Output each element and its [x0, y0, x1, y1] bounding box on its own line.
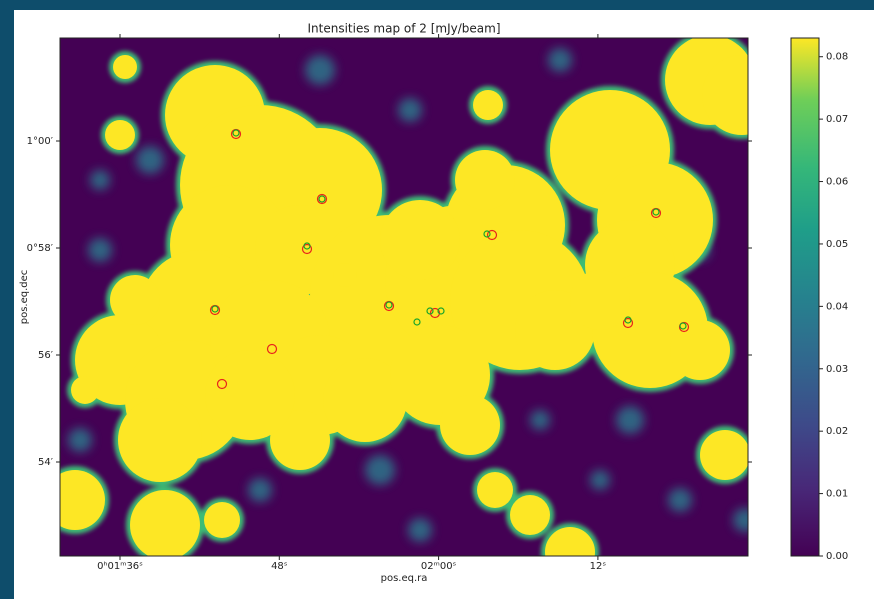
chart-title: Intensities map of 2 [mJy/beam] [308, 22, 501, 36]
faint-blob [668, 488, 692, 512]
faint-blob [408, 518, 432, 542]
blob-core [477, 472, 513, 508]
blob-core [700, 430, 750, 480]
blob-core [510, 495, 550, 535]
colorbar-tick-label: 0.07 [826, 114, 848, 125]
x-axis-label: pos.eq.ra [381, 573, 428, 584]
colorbar-tick-label: 0.05 [826, 239, 848, 250]
blob-core [205, 350, 295, 440]
blob-core [204, 502, 240, 538]
y-tick-label: 54′ [38, 457, 54, 468]
blob-core [440, 395, 500, 455]
blob-core [71, 376, 99, 404]
faint-blob [365, 455, 395, 485]
blob-core [380, 200, 460, 280]
blob-core [110, 275, 160, 325]
x-tick-label: 0ʰ01ᵐ36ˢ [97, 561, 143, 572]
y-tick-label: 1°00′ [27, 136, 54, 147]
blob-core [333, 263, 357, 287]
faint-blob [248, 478, 272, 502]
blob-core [473, 90, 503, 120]
colorbar-tick-label: 0.01 [826, 489, 848, 500]
x-tick-label: 12ˢ [590, 561, 607, 572]
x-tick-label: 02ᵐ00ˢ [421, 561, 457, 572]
faint-blob [88, 238, 112, 262]
faint-blob [90, 170, 110, 190]
blob-core [670, 320, 730, 380]
faint-blob [548, 48, 572, 72]
faint-blob [305, 55, 335, 85]
faint-blob [398, 98, 422, 122]
colorbar-tick-label: 0.03 [826, 364, 848, 375]
page: Intensities map of 2 [mJy/beam] pos.eq.r… [0, 0, 874, 599]
faint-blob [590, 470, 610, 490]
colorbar [791, 38, 819, 556]
colorbar-tick-label: 0.04 [826, 301, 848, 312]
faint-blob [616, 406, 644, 434]
blob-core [130, 490, 200, 560]
colorbar-tick-label: 0.02 [826, 426, 848, 437]
blob-core [455, 150, 515, 210]
y-axis-label: pos.eq.dec [19, 270, 30, 325]
colorbar-tick-label: 0.06 [826, 177, 848, 188]
colorbar-tick-label: 0.08 [826, 52, 848, 63]
faint-blob [136, 146, 164, 174]
x-tick-label: 48ˢ [271, 561, 288, 572]
faint-blob [530, 410, 550, 430]
figure: Intensities map of 2 [mJy/beam] pos.eq.r… [0, 0, 874, 599]
blob-core [570, 270, 630, 330]
colorbar-tick-label: 0.00 [826, 551, 848, 562]
y-tick-label: 0°58′ [27, 243, 54, 254]
blob-core [105, 120, 135, 150]
faint-blob [68, 428, 92, 452]
blob-core [113, 55, 137, 79]
y-tick-label: 56′ [38, 350, 54, 361]
blob-core [118, 398, 202, 482]
heatmap-image [41, 31, 786, 581]
